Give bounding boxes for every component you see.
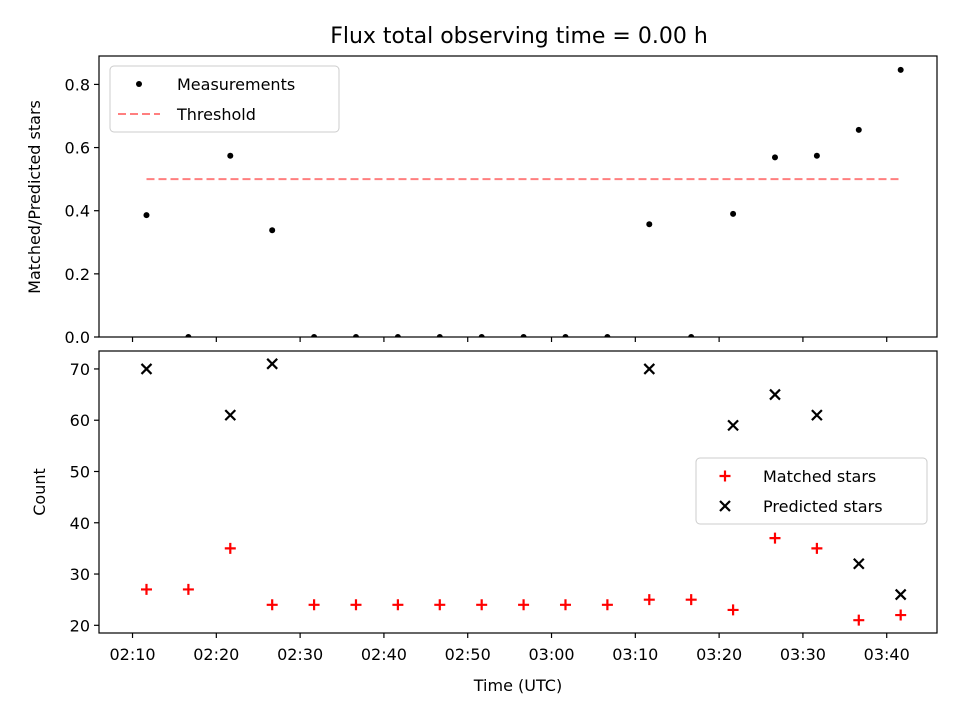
data-point <box>392 599 404 611</box>
data-point <box>853 614 865 626</box>
legend: Matched stars Predicted stars <box>695 457 928 525</box>
y-tick-label: 0.8 <box>65 75 90 94</box>
y-axis-label: Matched/Predicted stars <box>25 100 44 294</box>
data-point <box>562 334 569 337</box>
data-point <box>604 334 611 337</box>
data-point <box>434 599 446 611</box>
data-point <box>224 409 237 421</box>
data-point <box>727 604 739 616</box>
x-tick-label: 02:20 <box>193 645 239 664</box>
legend-label: Matched stars <box>763 467 876 486</box>
y-tick-label: 30 <box>70 565 90 584</box>
y-tick-label: 70 <box>70 360 90 379</box>
data-point <box>394 334 401 337</box>
x-tick-label: 03:00 <box>528 645 574 664</box>
data-point <box>601 599 613 611</box>
y-tick-label: 0.2 <box>65 265 90 284</box>
series-predicted-stars <box>140 358 907 601</box>
legend: Measurements Threshold <box>109 65 340 133</box>
axes-frame <box>98 55 938 338</box>
data-point <box>895 609 907 621</box>
data-point <box>811 409 823 421</box>
top-panel: 0.0 0.2 0.4 0.6 0.8 Matched/Predicted stars Me… <box>25 55 938 347</box>
data-point <box>520 334 527 337</box>
x-tick-label: 03:20 <box>696 645 742 664</box>
data-point <box>855 126 862 133</box>
data-point <box>227 152 234 159</box>
axes-frame <box>98 350 938 634</box>
series-matched-stars <box>140 532 907 626</box>
data-point <box>143 212 150 219</box>
series-measurements <box>143 66 904 337</box>
y-tick-label: 0.0 <box>65 328 90 347</box>
data-point <box>771 154 778 161</box>
figure-title: Flux total observing time = 0.00 h <box>330 24 708 49</box>
data-point <box>478 334 485 337</box>
data-point <box>769 532 781 544</box>
x-tick-label: 02:40 <box>361 645 407 664</box>
data-point <box>518 599 530 611</box>
data-point <box>853 558 865 570</box>
data-point <box>894 588 907 601</box>
legend-marker <box>136 81 142 87</box>
data-point <box>224 542 236 554</box>
data-point <box>140 583 152 595</box>
x-tick-label: 03:10 <box>612 645 658 664</box>
data-point <box>897 66 904 73</box>
data-point <box>436 334 443 337</box>
y-tick-label: 0.6 <box>65 139 90 158</box>
data-point <box>476 599 488 611</box>
data-point <box>308 599 320 611</box>
data-point <box>811 542 823 554</box>
data-point <box>688 334 695 337</box>
data-point <box>769 388 781 401</box>
x-tick-label: 02:10 <box>109 645 155 664</box>
x-tick-label: 03:40 <box>864 645 910 664</box>
x-tick-label: 03:30 <box>780 645 826 664</box>
y-tick-label: 60 <box>70 411 90 430</box>
legend-label: Predicted stars <box>763 497 883 516</box>
legend-marker <box>719 500 731 512</box>
data-point <box>266 358 278 370</box>
x-tick-label: 02:50 <box>445 645 491 664</box>
data-point <box>140 363 153 375</box>
data-point <box>643 363 656 375</box>
data-point <box>266 599 278 611</box>
y-tick-label: 40 <box>70 514 90 533</box>
x-tick-label: 02:30 <box>277 645 323 664</box>
y-tick-label: 20 <box>70 616 90 635</box>
data-point <box>182 583 194 595</box>
legend-marker <box>719 470 731 482</box>
data-point <box>813 152 820 159</box>
y-tick-label: 0.4 <box>65 202 90 221</box>
legend-label: Measurements <box>177 75 295 94</box>
y-tick-label: 50 <box>70 462 90 481</box>
data-point <box>269 227 276 234</box>
plot-area <box>140 358 907 626</box>
data-point <box>352 334 359 337</box>
legend-box <box>109 65 340 133</box>
data-point <box>727 419 739 432</box>
data-point <box>559 599 571 611</box>
y-axis-label: Count <box>30 468 49 516</box>
x-axis-label: Time (UTC) <box>473 676 562 695</box>
legend-box <box>695 457 928 525</box>
data-point <box>643 594 655 606</box>
data-point <box>311 334 318 337</box>
data-point <box>185 334 192 337</box>
legend-label: Threshold <box>176 105 256 124</box>
bottom-panel: 20 30 40 50 60 70 02:10 02:20 02:30 02:40 02:50 03:… <box>30 350 938 695</box>
plot-area <box>143 66 904 337</box>
data-point <box>350 599 362 611</box>
data-point <box>646 221 653 228</box>
data-point <box>730 210 737 217</box>
data-point <box>685 594 697 606</box>
